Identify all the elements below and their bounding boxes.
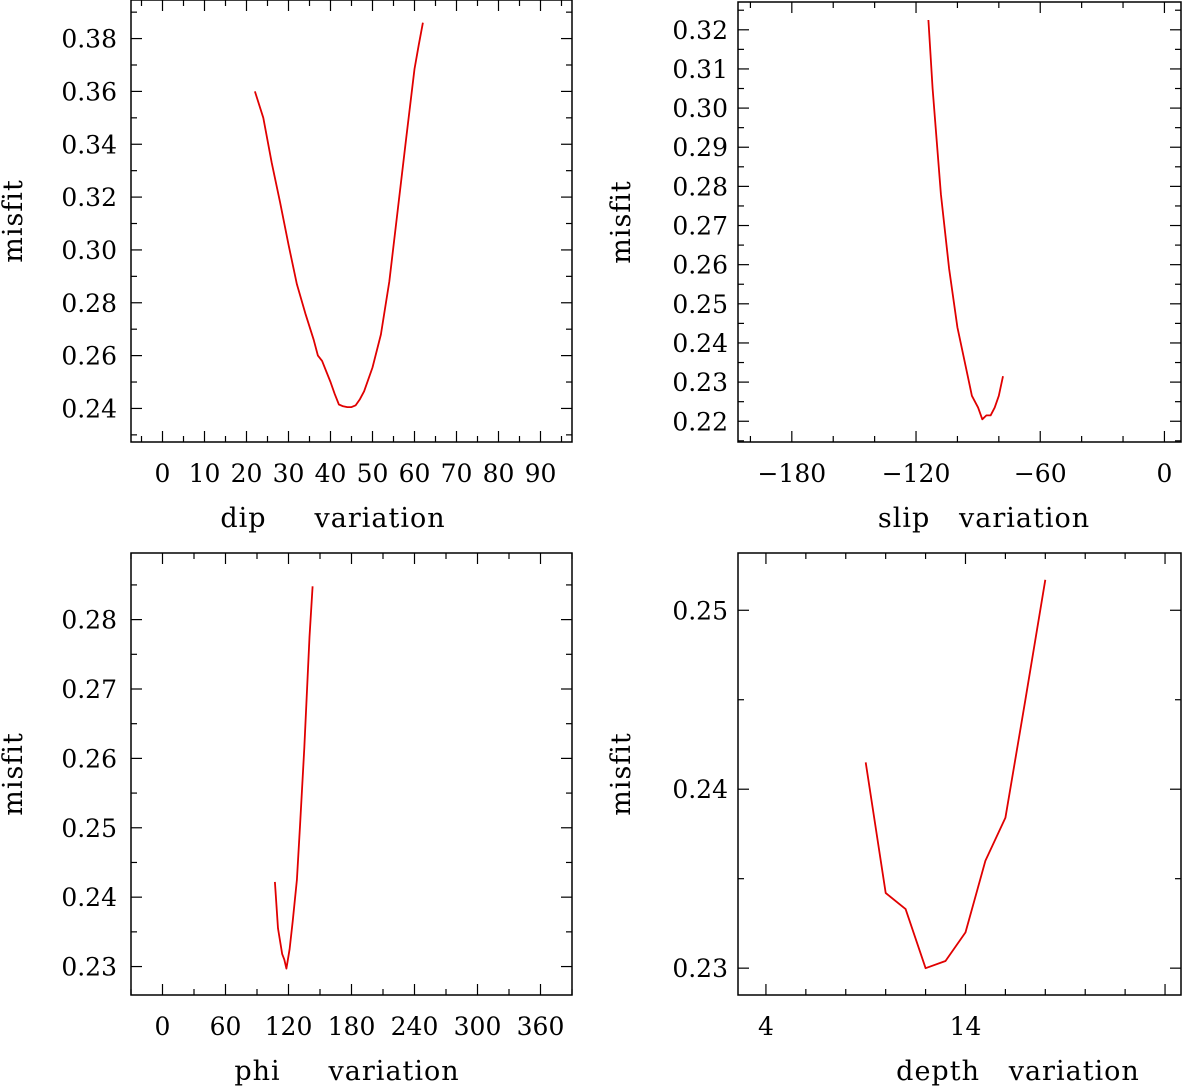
- x-tick-label: 0: [155, 459, 171, 488]
- x-tick-label: 10: [189, 459, 221, 488]
- x-tick-label: 50: [357, 459, 389, 488]
- y-tick-label: 0.29: [672, 133, 728, 162]
- x-tick-label: 60: [399, 459, 431, 488]
- x-tick-label: 180: [328, 1012, 376, 1041]
- y-tick-label: 0.24: [672, 775, 728, 804]
- series-line-slip: [927, 19, 1004, 421]
- x-tick-label: 120: [265, 1012, 313, 1041]
- y-tick-label: 0.23: [672, 368, 728, 397]
- series-line-phi: [274, 586, 314, 970]
- x-axis-title: dip variation: [220, 503, 445, 534]
- y-tick-label: 0.26: [61, 744, 117, 773]
- series-line-dip: [254, 22, 424, 409]
- x-tick-label: −120: [882, 459, 951, 488]
- x-tick-label: −180: [757, 459, 826, 488]
- y-axis-title: misfit: [606, 180, 637, 264]
- series-line-depth: [864, 579, 1047, 970]
- y-tick-label: 0.28: [61, 606, 117, 635]
- x-tick-label: 240: [391, 1012, 439, 1041]
- x-tick-label: 40: [315, 459, 347, 488]
- x-tick-label: −60: [1014, 459, 1067, 488]
- y-tick-label: 0.31: [672, 55, 728, 84]
- x-tick-label: 4: [758, 1012, 774, 1041]
- y-tick-label: 0.34: [61, 130, 117, 159]
- y-tick-label: 0.30: [672, 94, 728, 123]
- y-tick-label: 0.25: [672, 290, 728, 319]
- x-tick-label: 60: [210, 1012, 242, 1041]
- y-tick-label: 0.26: [61, 342, 117, 371]
- x-tick-label: 14: [950, 1012, 982, 1041]
- x-tick-label: 300: [454, 1012, 502, 1041]
- y-tick-label: 0.32: [672, 16, 728, 45]
- y-tick-label: 0.24: [61, 883, 117, 912]
- x-tick-label: 0: [155, 1012, 171, 1041]
- chart-top-right: 0.22 0.23 0.24 0.25 0.26 0.27 0.28 0.29 0.30 0.31…: [606, 1, 1182, 534]
- plot-frame: [130, 0, 573, 443]
- y-tick-label: 0.36: [61, 77, 117, 106]
- x-axis-title: slip variation: [878, 503, 1090, 534]
- x-tick-label: 30: [273, 459, 305, 488]
- y-tick-label: 0.27: [672, 212, 728, 241]
- x-tick-label: 80: [483, 459, 515, 488]
- y-tick-label: 0.38: [61, 25, 117, 54]
- y-axis-title: misfit: [606, 732, 637, 816]
- y-axis-title: misfit: [0, 179, 29, 263]
- x-tick-label: 20: [231, 459, 263, 488]
- plot-frame: [737, 1, 1182, 443]
- x-tick-label: 0: [1156, 459, 1172, 488]
- y-tick-label: 0.30: [61, 236, 117, 265]
- y-tick-label: 0.22: [672, 407, 728, 436]
- y-tick-label: 0.23: [672, 954, 728, 983]
- y-tick-label: 0.28: [61, 289, 117, 318]
- y-tick-label: 0.25: [61, 814, 117, 843]
- y-tick-label: 0.25: [672, 596, 728, 625]
- x-tick-label: 360: [517, 1012, 565, 1041]
- y-tick-label: 0.26: [672, 251, 728, 280]
- x-axis-title: depth variation: [896, 1056, 1140, 1086]
- chart-bottom-right: 0.23 0.24 0.25 4 14 depth variation misfit: [606, 552, 1182, 1086]
- y-tick-label: 0.32: [61, 183, 117, 212]
- plot-frame: [130, 552, 573, 996]
- y-axis-title: misfit: [0, 732, 29, 816]
- y-tick-label: 0.23: [61, 953, 117, 982]
- plot-frame: [737, 552, 1182, 996]
- y-tick-label: 0.24: [61, 394, 117, 423]
- chart-top-left: 0.24 0.26 0.28 0.30 0.32 0.34 0.36 0.38 0 10 20 30 4…: [0, 0, 573, 534]
- y-tick-label: 0.24: [672, 329, 728, 358]
- y-tick-label: 0.28: [672, 172, 728, 201]
- x-tick-label: 70: [441, 459, 473, 488]
- y-tick-label: 0.27: [61, 675, 117, 704]
- chart-bottom-left: 0.23 0.24 0.25 0.26 0.27 0.28 0 60 120 180 240 300 3…: [0, 552, 573, 1086]
- x-tick-label: 90: [525, 459, 557, 488]
- x-axis-title: phi variation: [234, 1056, 459, 1086]
